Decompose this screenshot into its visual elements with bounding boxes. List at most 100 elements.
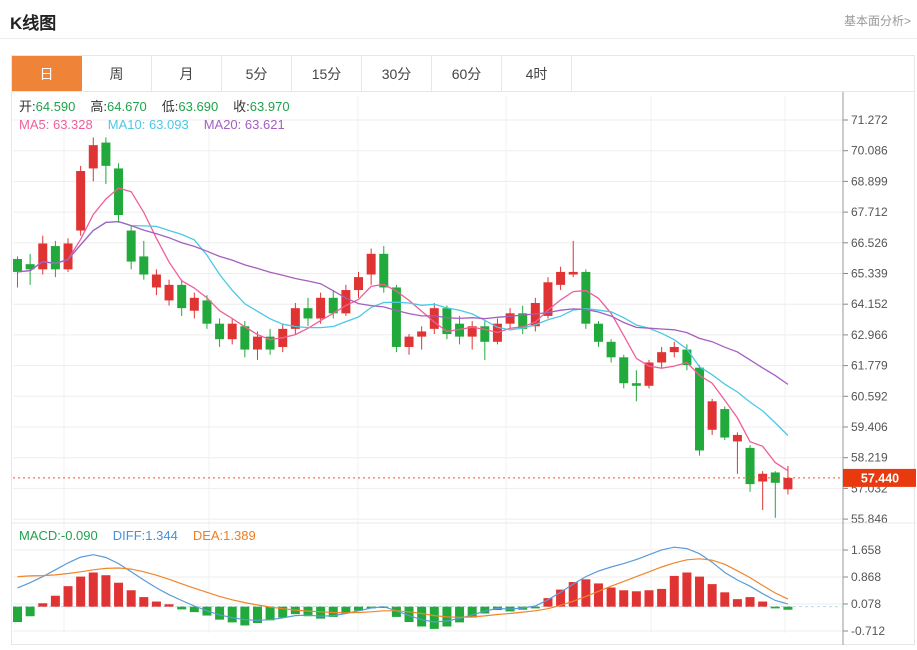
candle-body [227, 323, 237, 340]
tab-30min[interactable]: 30分 [362, 56, 432, 91]
tabstrip-filler [572, 56, 914, 91]
macd-bar [530, 606, 540, 609]
main-y-tick-label: 59.406 [851, 420, 888, 434]
candle-body [695, 367, 705, 451]
tab-day[interactable]: 日 [12, 56, 82, 91]
candle-body [215, 323, 225, 340]
main-y-tick-label: 58.219 [851, 451, 888, 465]
macd-bar [657, 588, 667, 607]
diff-value: 1.344 [145, 528, 178, 543]
macd-bar [720, 592, 730, 607]
macd-bar [417, 606, 427, 627]
kline-chart-canvas[interactable]: 71.272 70.086 68.899 67.712 66.526 65.339 64.1… [12, 92, 916, 645]
candle-body [467, 326, 477, 337]
macd-bar [391, 606, 401, 617]
candle-body [366, 253, 376, 275]
current-price-badge-value: 57.440 [861, 471, 899, 485]
macd-legend-row: MACD:-0.090 DIFF:1.344 DEA:1.389 [19, 528, 271, 543]
current-price-badge [843, 468, 916, 487]
macd-bar [126, 590, 136, 607]
main-y-tick-label: 60.592 [851, 389, 888, 403]
ma-lines [17, 187, 789, 472]
ohlc-info-row: 开:64.590 高:64.670 低:63.690 收:63.970 [19, 96, 305, 115]
macd-bar [568, 582, 578, 607]
macd-bar [543, 598, 553, 607]
dea-label: DEA: [192, 528, 224, 543]
candle-body [151, 274, 161, 288]
tab-5min[interactable]: 5分 [222, 56, 292, 91]
candles-group [13, 137, 793, 518]
dea-line [17, 558, 789, 618]
candle-body [581, 271, 591, 324]
tab-4hour[interactable]: 4时 [502, 56, 572, 91]
candle-body [63, 243, 73, 270]
candle-body [783, 477, 793, 490]
fundamental-analysis-link[interactable]: 基本面分析> [843, 14, 911, 28]
candle-body [518, 313, 528, 329]
macd-bar [265, 606, 275, 621]
macd-bar [783, 606, 793, 610]
candle-body [354, 277, 364, 291]
candle-body [328, 297, 338, 314]
candle-body [38, 243, 48, 270]
macd-bar [732, 599, 742, 607]
open-label: 开: [19, 99, 36, 114]
main-y-tick-label: 68.899 [851, 174, 888, 188]
tab-month[interactable]: 月 [152, 56, 222, 91]
candle-body [556, 271, 566, 285]
main-y-tick-label: 67.712 [851, 205, 888, 219]
macd-bar [556, 589, 566, 607]
candle-body [316, 297, 326, 319]
candle-body [88, 145, 98, 169]
tab-week[interactable]: 周 [82, 56, 152, 91]
candle-body [391, 287, 401, 347]
macd-bar [177, 606, 187, 610]
macd-bar [278, 606, 288, 618]
candle-body [404, 336, 414, 347]
macd-bar [745, 597, 755, 607]
macd-bar [354, 606, 364, 611]
diff-line [17, 546, 789, 623]
tab-15min[interactable]: 15分 [292, 56, 362, 91]
candle-body [290, 308, 300, 329]
macd-bar [429, 606, 439, 629]
macd-bar [455, 606, 465, 623]
candle-body [505, 313, 515, 324]
tab-60min[interactable]: 60分 [432, 56, 502, 91]
candle-body [177, 284, 187, 309]
diff-label: DIFF: [112, 528, 146, 543]
macd-bar [76, 576, 86, 607]
candle-body [619, 357, 629, 384]
candle-body [265, 336, 275, 350]
macd-bar [644, 590, 654, 607]
chart-card: 71.272 70.086 68.899 67.712 66.526 65.339 64.1… [11, 92, 916, 645]
macd-bar [606, 587, 616, 607]
candle-body [126, 230, 136, 262]
macd-bar [480, 606, 490, 614]
high-label: 高: [90, 99, 108, 114]
macd-bar [770, 606, 780, 609]
macd-bar [682, 572, 692, 607]
candle-body [732, 434, 742, 442]
macd-bar [467, 606, 477, 618]
vertical-gridlines [63, 96, 786, 633]
ma-info-row: MA5: 63.328 MA10: 63.093 MA20: 63.621 [19, 117, 300, 132]
candle-body [480, 326, 490, 342]
main-y-tick-label: 61.779 [851, 359, 888, 373]
macd-y-axis: 1.658 0.868 0.078 -0.712 [13, 543, 885, 638]
macd-bar [404, 606, 414, 623]
macd-bar [227, 606, 237, 623]
title-divider [0, 38, 917, 39]
main-y-axis: 71.272 70.086 68.899 67.712 66.526 65.339 64.1… [13, 113, 888, 526]
candle-body [593, 323, 603, 342]
ma10-value: 63.093 [148, 117, 189, 132]
ma10-label: MA10: [107, 117, 146, 132]
macd-bar [631, 591, 641, 607]
macd-bar [316, 606, 326, 619]
candle-body [50, 246, 60, 270]
macd-bar [38, 603, 48, 607]
macd-bar [25, 606, 35, 617]
candle-body [455, 323, 465, 337]
macd-bar [240, 606, 250, 626]
macd-bar [13, 606, 22, 623]
